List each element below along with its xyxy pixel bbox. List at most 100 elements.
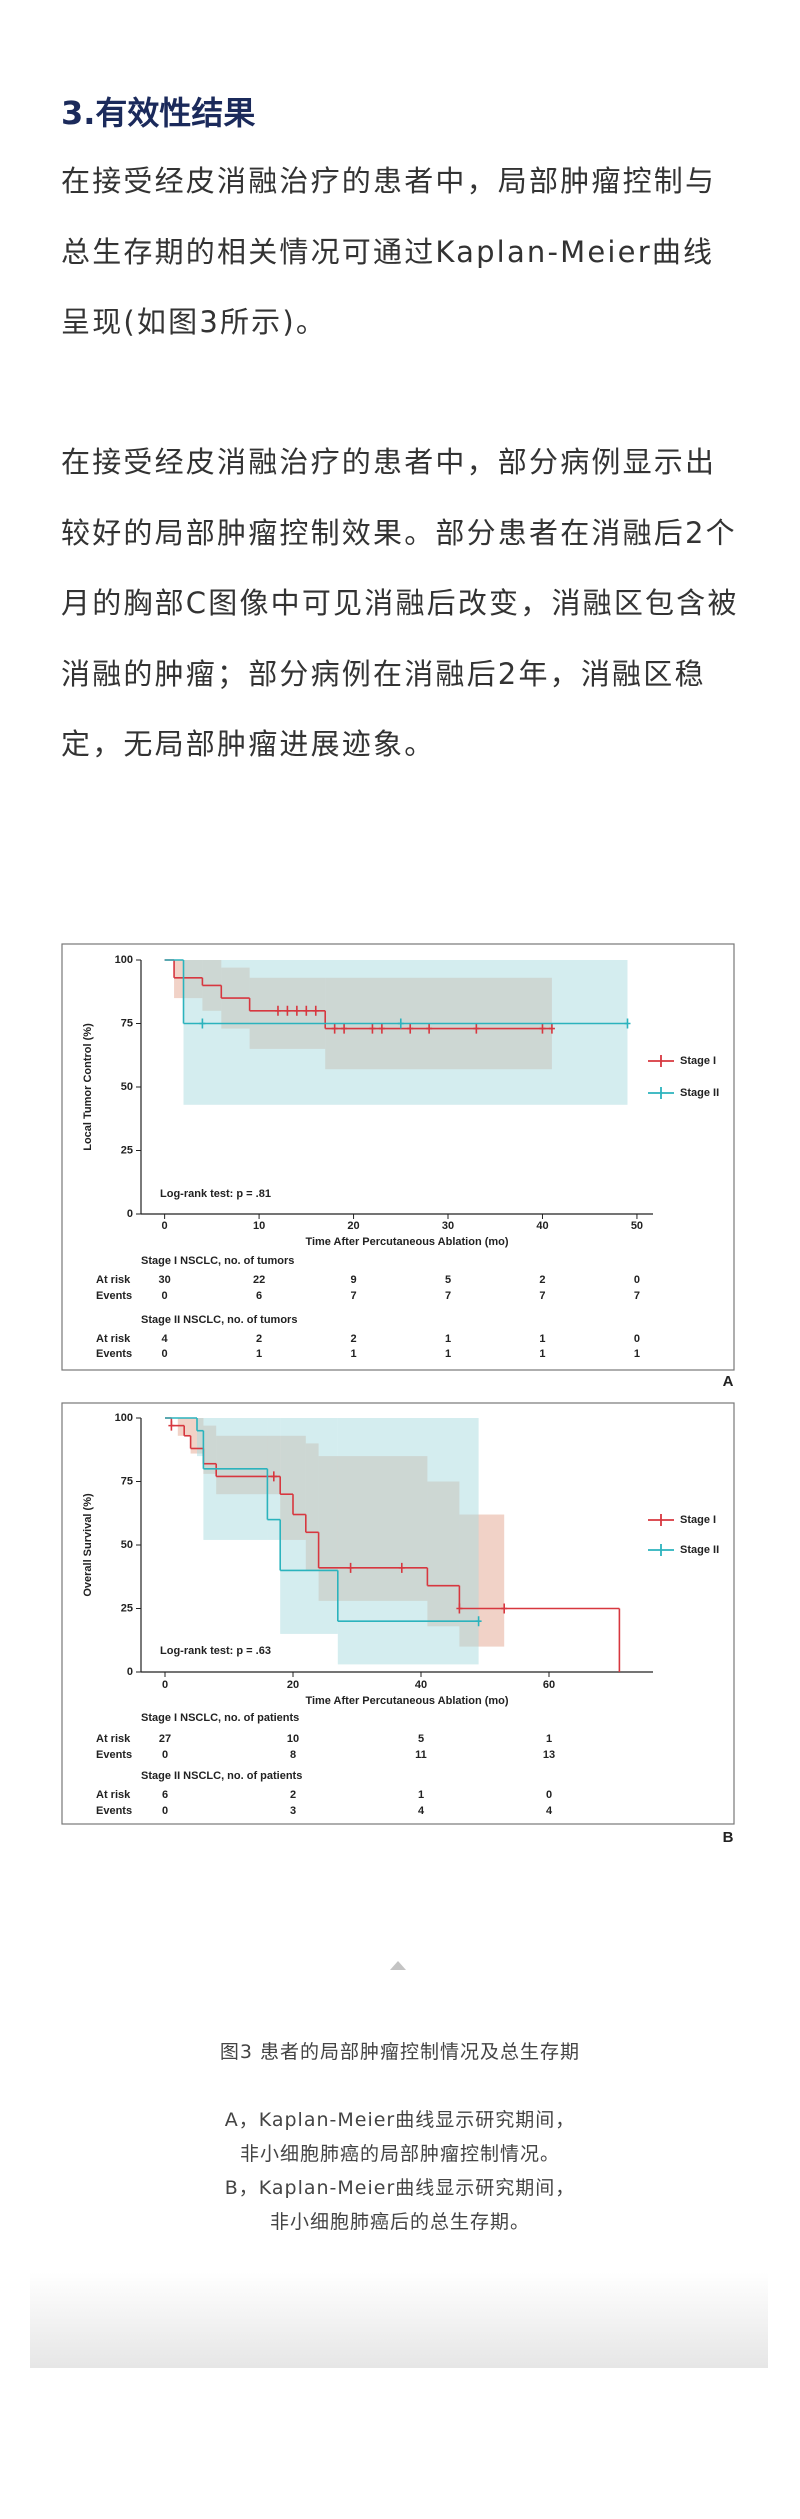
risk-value: 1 (418, 1789, 424, 1801)
risk-row-label: At risk (96, 1733, 131, 1745)
censor-mark (331, 1023, 338, 1034)
legend-symbol (648, 1514, 674, 1526)
y-tick-label: 75 (121, 1475, 133, 1487)
x-tick-label: 0 (162, 1220, 168, 1232)
y-tick-label: 75 (121, 1017, 133, 1029)
risk-value: 0 (162, 1749, 168, 1761)
risk-value: 11 (415, 1749, 427, 1761)
censor-mark (347, 1562, 354, 1573)
risk-value: 0 (634, 1333, 640, 1345)
censor-mark (293, 1005, 300, 1016)
panel-label: B (723, 1829, 734, 1846)
y-axis-label: Overall Survival (%) (82, 1493, 94, 1597)
risk-value: 22 (253, 1274, 265, 1286)
risk-value: 3 (290, 1805, 296, 1817)
risk-value: 1 (445, 1348, 451, 1360)
risk-value: 0 (634, 1274, 640, 1286)
legend-label: Stage II (680, 1087, 719, 1099)
risk-value: 5 (445, 1274, 451, 1286)
annotation: Log-rank test: p = .63 (160, 1645, 271, 1657)
censor-mark (284, 1005, 291, 1016)
risk-value: 0 (162, 1805, 168, 1817)
risk-row-label: Events (96, 1348, 132, 1360)
risk-value: 1 (634, 1348, 640, 1360)
x-tick-label: 40 (536, 1220, 548, 1232)
risk-value: 1 (350, 1348, 356, 1360)
legend-label: Stage I (680, 1055, 716, 1067)
risk-row-label: At risk (96, 1789, 131, 1801)
legend-symbol (648, 1055, 674, 1067)
y-tick-label: 0 (127, 1666, 133, 1678)
censor-mark (548, 1023, 555, 1034)
censor-mark (473, 1023, 480, 1034)
risk-value: 8 (290, 1749, 296, 1761)
risk-row-label: Events (96, 1749, 132, 1761)
censor-mark (624, 1018, 631, 1029)
legend-symbol (648, 1087, 674, 1099)
annotation: Log-rank test: p = .81 (160, 1188, 271, 1200)
risk-row-label: Events (96, 1805, 132, 1817)
risk-value: 4 (546, 1805, 553, 1817)
caption-line: B，Kaplan-Meier曲线显示研究期间， (224, 2177, 576, 2199)
risk-value: 10 (287, 1733, 299, 1745)
legend-symbol (648, 1544, 674, 1556)
risk-value: 2 (290, 1789, 296, 1801)
censor-mark (426, 1023, 433, 1034)
section-heading: 3.有效性结果 (61, 94, 256, 132)
censor-mark (539, 1023, 546, 1034)
risk-value: 1 (445, 1333, 451, 1345)
censor-mark (397, 1018, 404, 1029)
x-tick-label: 60 (543, 1679, 555, 1691)
caption-text: A，Kaplan-Meier曲线显示研究期间， 非小细胞肺癌的局部肿瘤控制情况。… (0, 2103, 800, 2239)
x-tick-label: 20 (287, 1679, 299, 1691)
risk-value: 1 (539, 1333, 545, 1345)
risk-value: 7 (634, 1290, 640, 1302)
censor-mark (475, 1616, 482, 1627)
censor-mark (312, 1005, 319, 1016)
y-tick-label: 0 (127, 1208, 133, 1220)
caption-line: A，Kaplan-Meier曲线显示研究期间， (224, 2109, 576, 2131)
expand-arrow (390, 1961, 406, 1970)
censor-mark (407, 1023, 414, 1034)
risk-table-title: Stage I NSCLC, no. of tumors (141, 1255, 294, 1267)
risk-row-label: At risk (96, 1333, 131, 1345)
legend-label: Stage II (680, 1544, 719, 1556)
censor-mark (501, 1603, 508, 1614)
risk-value: 6 (162, 1789, 168, 1801)
risk-value: 30 (158, 1274, 170, 1286)
paragraph: 在接受经皮消融治疗的患者中，局部肿瘤控制与总生存期的相关情况可通过Kaplan-… (61, 164, 717, 339)
censor-mark (341, 1023, 348, 1034)
confidence-band (203, 1418, 268, 1540)
caption-line: 非小细胞肺癌的局部肿瘤控制情况。 (239, 2143, 560, 2165)
risk-value: 0 (162, 1348, 168, 1360)
censor-mark (303, 1005, 310, 1016)
caption-line: 非小细胞肺癌后的总生存期。 (269, 2211, 530, 2233)
risk-value: 9 (350, 1274, 356, 1286)
paragraph: 在接受经皮消融治疗的患者中，部分病例显示出较好的局部肿瘤控制效果。部分患者在消融… (61, 445, 739, 761)
censor-mark (378, 1023, 385, 1034)
fade-panel (30, 2272, 768, 2368)
panel-frame (61, 943, 735, 1371)
confidence-band (280, 1418, 338, 1634)
risk-value: 27 (159, 1733, 171, 1745)
censor-mark (456, 1603, 463, 1614)
risk-value: 6 (256, 1290, 262, 1302)
censor-mark (369, 1023, 376, 1034)
x-tick-label: 20 (347, 1220, 359, 1232)
panel-label: A (723, 1373, 734, 1390)
risk-row-label: Events (96, 1290, 132, 1302)
risk-value: 7 (445, 1290, 451, 1302)
confidence-band (183, 960, 628, 1105)
risk-value: 4 (418, 1805, 425, 1817)
risk-value: 2 (256, 1333, 262, 1345)
x-tick-label: 50 (631, 1220, 643, 1232)
x-axis-label: Time After Percutaneous Ablation (mo) (305, 1695, 508, 1707)
risk-value: 7 (539, 1290, 545, 1302)
y-axis-label: Local Tumor Control (%) (82, 1023, 94, 1151)
x-axis-label: Time After Percutaneous Ablation (mo) (305, 1236, 508, 1248)
x-tick-label: 10 (253, 1220, 265, 1232)
y-tick-label: 25 (121, 1144, 133, 1156)
x-tick-label: 0 (162, 1679, 168, 1691)
